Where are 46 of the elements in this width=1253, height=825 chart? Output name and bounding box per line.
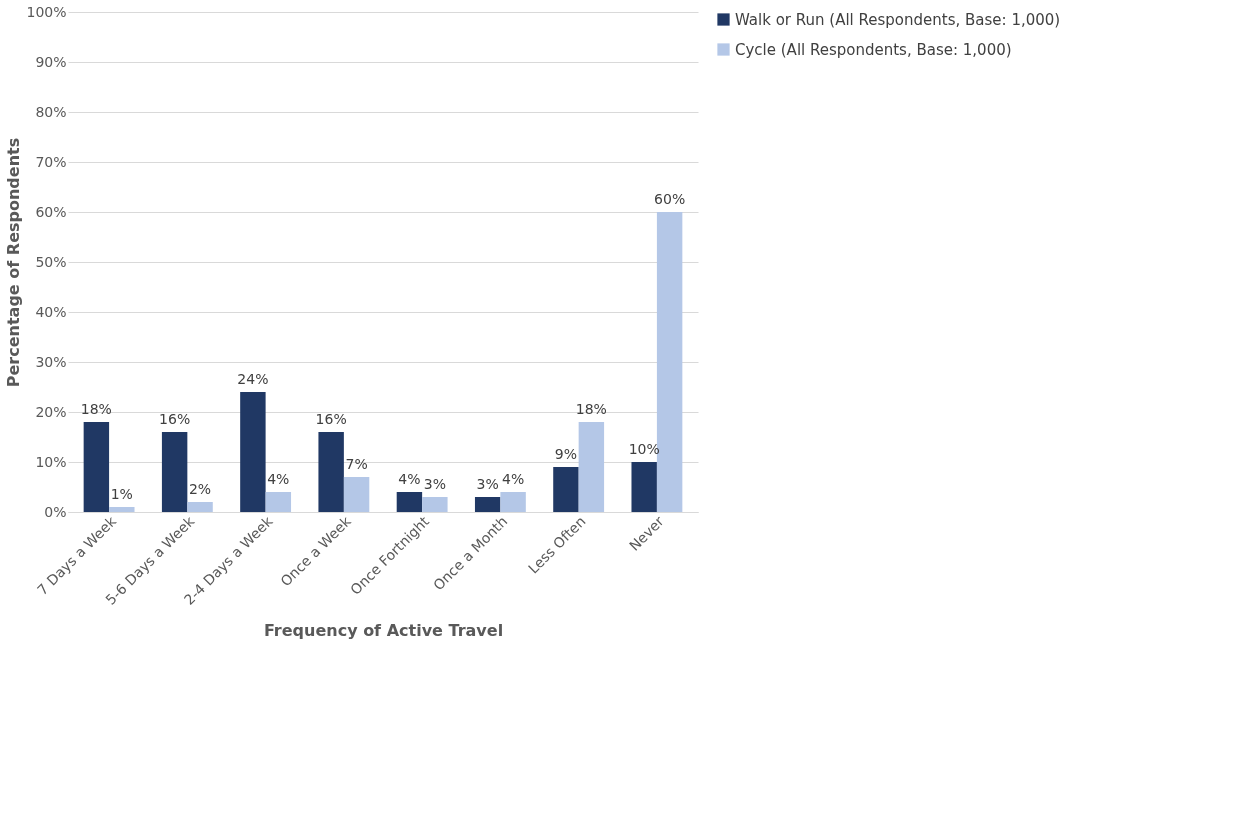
data-label: 3% [476,476,499,492]
y-tick-label: 90% [35,53,67,70]
bar [109,507,135,512]
x-axis-title: Frequency of Active Travel [263,620,504,640]
bar [500,492,526,512]
bar [343,477,370,512]
y-axis-title: Percentage of Respondents [4,137,24,388]
data-label: 4% [398,471,421,487]
bar [161,432,188,512]
data-label: 9% [554,446,578,462]
data-label: 10% [628,441,660,457]
data-label: 60% [654,191,686,207]
bar [631,462,657,512]
data-label: 1% [110,486,133,502]
y-tick-label: 40% [35,303,67,320]
bar [83,422,110,512]
data-label: 2% [188,481,212,497]
data-label: 4% [502,471,525,487]
data-label: 18% [80,401,112,417]
data-label: 18% [575,401,607,417]
bar [187,502,213,512]
legend-label: Cycle (All Respondents, Base: 1,000) [735,40,1012,59]
bar [240,392,266,512]
bar [422,497,448,512]
data-label: 7% [345,456,368,472]
y-tick-label: 70% [35,153,67,170]
data-label: 16% [315,411,347,427]
y-tick-label: 80% [35,103,67,120]
data-label: 4% [267,471,290,487]
y-tick-label: 0% [44,503,67,520]
y-tick-label: 10% [35,453,67,470]
y-tick-label: 100% [26,3,67,20]
y-tick-label: 60% [35,203,67,220]
legend-label: Walk or Run (All Respondents, Base: 1,000) [735,10,1061,29]
y-tick-label: 30% [35,353,67,370]
bar [578,422,605,512]
bar [265,492,292,512]
y-tick-label: 20% [35,403,67,420]
bar [474,497,501,512]
bar [553,467,579,512]
data-label: 16% [159,411,191,427]
data-label: 3% [423,476,446,492]
data-label: 24% [237,371,269,387]
bar [318,432,344,512]
y-tick-label: 50% [35,253,67,270]
bar [396,492,423,512]
